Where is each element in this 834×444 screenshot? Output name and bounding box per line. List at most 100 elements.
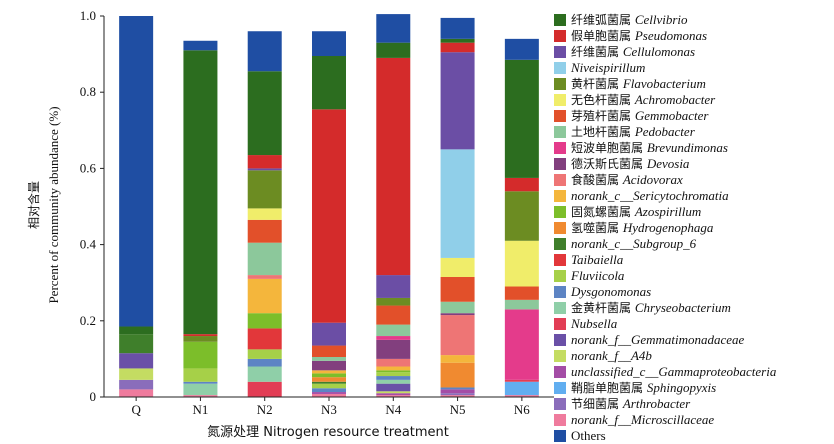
bar-segment-N4-norank_f__A4b xyxy=(376,391,411,394)
bar-segment-N4-Gemmobacter xyxy=(376,305,411,325)
bar-segment-N6-Pedobacter xyxy=(504,299,539,310)
legend-item: 土地杆菌属 Pedobacter xyxy=(554,124,830,140)
bar-segment-N5-Gemmobacter xyxy=(440,276,475,302)
bar-segment-N2-Fluviicola xyxy=(247,349,282,359)
bar-segment-N4-Devosia xyxy=(376,339,411,359)
legend-label-genus: Niveispirillum xyxy=(571,60,646,75)
bar-segment-N3-Fluviicola xyxy=(312,383,346,389)
bar-segment-N3-norank_c__Subgroup_6 xyxy=(312,381,346,384)
bar-segment-N4-norank_f__Microscillaceae xyxy=(376,395,411,397)
legend-swatch xyxy=(554,254,566,266)
bar-segment-N4-Pedobacter xyxy=(376,324,411,337)
bar-segment-N6-Pseudomonas xyxy=(504,177,539,192)
bar-segment-N5-Arthrobacter xyxy=(440,393,475,396)
x-tick-label-N3: N3 xyxy=(321,402,337,417)
bar-segment-N2-Azospirillum xyxy=(247,313,282,329)
legend-item: 假单胞菌属 Pseudomonas xyxy=(554,28,830,44)
bar-segment-N5-norank_f__Microscillaceae xyxy=(440,395,475,397)
y-tick-label: 0 xyxy=(90,389,97,404)
legend-label: 芽殖杆菌属 Gemmobacter xyxy=(571,108,708,124)
bar-N6 xyxy=(504,38,539,397)
bars-layer xyxy=(119,14,539,397)
bar-segment-N2-Pseudomonas xyxy=(247,155,282,169)
legend-label-genus: norank_f__A4b xyxy=(571,348,652,363)
bar-segment-N5-norank_c__Sericytochromatia xyxy=(440,355,475,363)
legend-label-cn: 短波单胞菌属 xyxy=(571,141,647,155)
bar-segment-N3-Others xyxy=(312,31,346,57)
legend-label-genus: norank_c__Sericytochromatia xyxy=(571,188,729,203)
legend-swatch xyxy=(554,78,566,90)
bar-segment-Q-Arthrobacter xyxy=(119,379,154,390)
legend-label-genus: Chryseobacterium xyxy=(634,300,731,315)
bar-segment-N5-Pedobacter xyxy=(440,301,475,314)
legend-swatch xyxy=(554,14,566,26)
legend-label-genus: Arthrobacter xyxy=(622,396,691,411)
bar-segment-N4-Pseudomonas xyxy=(376,57,411,276)
legend-label: norank_c__Sericytochromatia xyxy=(571,188,729,204)
legend-label: norank_f__Microscillaceae xyxy=(571,412,714,428)
legend-label: norank_f__A4b xyxy=(571,348,652,364)
bar-segment-N5-Others xyxy=(440,17,475,39)
bar-N3 xyxy=(312,31,346,397)
bar-segment-N2-Others xyxy=(247,31,282,72)
legend-label-cn: 金黄杆菌属 xyxy=(571,301,635,315)
legend-label-cn: 纤维菌属 xyxy=(571,45,623,59)
legend-swatch xyxy=(554,110,566,122)
legend-swatch xyxy=(554,382,566,394)
legend-item: 固氮螺菌属 Azospirillum xyxy=(554,204,830,220)
bar-segment-N2-Nubsella xyxy=(247,381,282,397)
x-tick-label-N5: N5 xyxy=(450,402,466,417)
y-axis-label-cn: 相对含量 xyxy=(26,181,41,229)
legend-label-genus: Others xyxy=(571,428,606,443)
bar-segment-N4-Acidovorax xyxy=(376,358,411,367)
legend-item: 食酸菌属 Acidovorax xyxy=(554,172,830,188)
legend-label: Taibaiella xyxy=(571,252,623,268)
bar-segment-N3-Pedobacter xyxy=(312,356,346,361)
bar-segment-N4-Cellulomonas xyxy=(376,275,411,298)
legend-item: 金黄杆菌属 Chryseobacterium xyxy=(554,300,830,316)
bar-segment-N3-Gemmobacter xyxy=(312,345,346,357)
bar-segment-N5-Dysgonomonas xyxy=(440,387,475,390)
bar-segment-N1-Flavobacterium xyxy=(183,336,218,342)
bar-segment-N5-Cellvibrio xyxy=(440,38,475,43)
legend-item: 氢噬菌属 Hydrogenophaga xyxy=(554,220,830,236)
bar-segment-N6-Nubsella xyxy=(504,379,539,382)
legend-swatch xyxy=(554,366,566,378)
legend-label: 固氮螺菌属 Azospirillum xyxy=(571,204,701,220)
legend-label: Others xyxy=(571,428,606,444)
bar-segment-N6-Cellvibrio xyxy=(504,59,539,178)
legend-item: 芽殖杆菌属 Gemmobacter xyxy=(554,108,830,124)
bar-N2 xyxy=(247,31,282,397)
legend-label-genus: norank_f__Microscillaceae xyxy=(571,412,715,427)
legend-label: 黄杆菌属 Flavobacterium xyxy=(571,76,706,92)
legend-label: Fluviicola xyxy=(571,268,624,284)
legend-item: 无色杆菌属 Achromobacter xyxy=(554,92,830,108)
legend-swatch xyxy=(554,126,566,138)
legend-swatch xyxy=(554,430,566,442)
legend-item: norank_c__Sericytochromatia xyxy=(554,188,830,204)
bar-segment-Q-norank_f__Microscillaceae xyxy=(119,389,154,397)
bar-segment-Q-norank_c__Subgroup_6 xyxy=(119,334,154,354)
bar-segment-N2-Dysgonomonas xyxy=(247,358,282,367)
bar-segment-N3-Pseudomonas xyxy=(312,109,346,323)
legend-swatch xyxy=(554,62,566,74)
legend-item: 节细菌属 Arthrobacter xyxy=(554,396,830,412)
bar-segment-N2-Achromobacter xyxy=(247,208,282,220)
legend-swatch xyxy=(554,190,566,202)
bar-segment-N4-Flavobacterium xyxy=(376,297,411,306)
bar-segment-N5-Achromobacter xyxy=(440,257,475,277)
legend-item: 德沃斯氏菌属 Devosia xyxy=(554,156,830,172)
bar-segment-N3-Cellulomonas xyxy=(312,322,346,346)
legend-label-cn: 鞘脂单胞菌属 xyxy=(571,381,647,395)
legend-swatch xyxy=(554,206,566,218)
legend-item: Fluviicola xyxy=(554,268,830,284)
legend-item: 纤维弧菌属 Cellvibrio xyxy=(554,12,830,28)
legend-label-cn: 氢噬菌属 xyxy=(571,221,623,235)
bar-segment-N2-Flavobacterium xyxy=(247,170,282,209)
bar-segment-N2-Acidovorax xyxy=(247,275,282,279)
legend-swatch xyxy=(554,334,566,346)
legend-swatch xyxy=(554,270,566,282)
legend-label-genus: Azospirillum xyxy=(634,204,702,219)
bar-segment-Q-norank_f__A4b xyxy=(119,368,154,380)
bar-segment-N1-Azospirillum xyxy=(183,341,218,369)
